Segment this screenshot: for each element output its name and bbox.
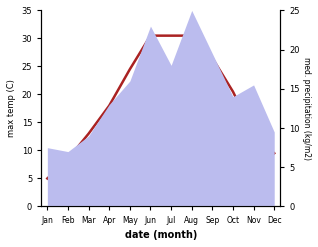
Y-axis label: max temp (C): max temp (C) — [7, 80, 16, 137]
X-axis label: date (month): date (month) — [125, 230, 197, 240]
Y-axis label: med. precipitation (kg/m2): med. precipitation (kg/m2) — [302, 57, 311, 160]
